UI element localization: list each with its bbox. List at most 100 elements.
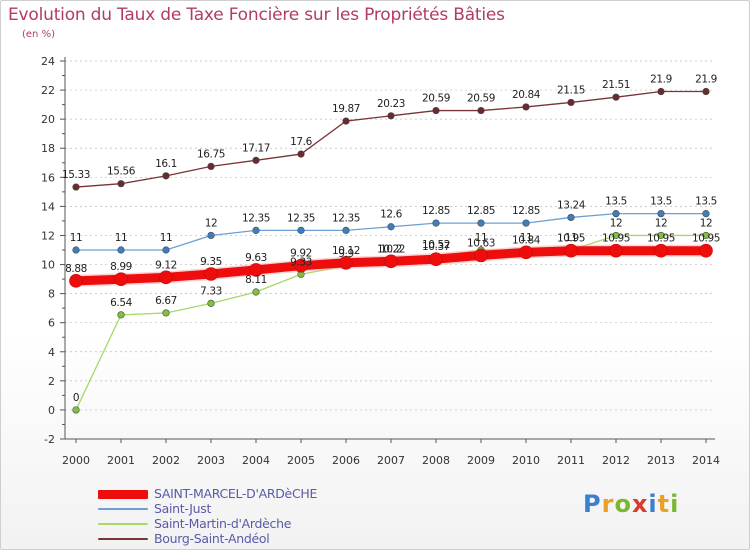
data-label: 9.63 (245, 252, 267, 264)
data-label: 11 (160, 232, 173, 244)
data-label: 20.59 (422, 93, 450, 105)
x-tick-label: 2009 (467, 454, 495, 467)
y-tick-label: 2 (48, 375, 55, 388)
data-label: 10.12 (332, 245, 360, 257)
legend-label: Saint-Just (154, 501, 212, 516)
data-label: 8.88 (65, 263, 87, 275)
data-point (162, 246, 170, 254)
data-point (567, 98, 575, 107)
data-point (609, 243, 623, 258)
data-label: 12.6 (380, 209, 402, 221)
data-point (207, 231, 215, 240)
data-label: 7.33 (200, 285, 222, 297)
data-point (657, 210, 665, 218)
x-tick-label: 2008 (422, 454, 450, 467)
data-point (72, 406, 80, 414)
data-label: 10.22 (377, 243, 405, 255)
data-point (699, 243, 713, 258)
data-label: 9.9 (338, 248, 354, 260)
y-tick-label: 4 (48, 346, 55, 359)
data-label: 11 (520, 232, 533, 244)
data-label: 11 (115, 232, 128, 244)
data-label: 16.75 (197, 148, 225, 160)
y-tick-label: 10 (41, 259, 55, 272)
data-label: 13.5 (695, 196, 717, 208)
data-point (567, 213, 575, 222)
data-point (342, 226, 350, 234)
data-label: 10.95 (692, 233, 720, 245)
data-point (702, 231, 710, 240)
data-label: 12 (655, 217, 668, 229)
data-point (657, 231, 665, 240)
data-point (297, 150, 305, 158)
x-tick-label: 2001 (107, 454, 135, 467)
data-label: 21.9 (650, 74, 672, 86)
data-point (432, 219, 440, 227)
data-label: 20.59 (467, 93, 495, 105)
x-tick-label: 2007 (377, 454, 405, 467)
data-label: 10.95 (647, 233, 675, 245)
data-label: 0 (73, 392, 79, 404)
data-point (204, 267, 218, 281)
logo-letter: o (614, 490, 632, 518)
y-tick-label: 8 (48, 288, 55, 301)
data-point (432, 106, 440, 115)
data-label: 19.87 (332, 103, 360, 115)
legend-swatch (98, 523, 148, 525)
data-point (387, 112, 395, 120)
legend-swatch (98, 538, 148, 540)
y-tick-label: 14 (41, 200, 55, 213)
data-point (477, 219, 485, 227)
y-tick-label: 24 (41, 55, 55, 68)
data-point (72, 246, 80, 254)
data-label: 15.33 (62, 169, 90, 181)
data-point (522, 103, 530, 111)
x-tick-label: 2002 (152, 454, 180, 467)
data-label: 10.95 (602, 233, 630, 245)
data-label: 21.9 (695, 74, 717, 86)
data-point (114, 272, 128, 287)
legend-label: Saint-Martin-d'Ardèche (154, 516, 292, 531)
data-point (294, 258, 308, 273)
y-tick-label: -2 (44, 433, 55, 446)
data-point (117, 180, 125, 188)
data-label: 9.35 (200, 256, 222, 268)
data-label: 12 (205, 217, 218, 229)
legend-label: SAINT-MARCEL-D'ARDèCHE (154, 486, 318, 501)
data-point (249, 263, 263, 277)
data-point (387, 223, 395, 231)
data-label: 17.6 (290, 136, 312, 148)
data-point (72, 183, 80, 191)
data-point (252, 156, 260, 164)
data-point (117, 311, 125, 319)
data-label: 10.63 (467, 237, 495, 249)
data-label: 20.84 (512, 89, 541, 101)
data-point (342, 117, 350, 125)
data-point (69, 274, 83, 288)
logo-letter: t (657, 490, 671, 518)
data-label: 6.67 (155, 295, 177, 307)
legend-swatch (98, 490, 148, 499)
data-point (252, 226, 260, 234)
x-tick-label: 2011 (557, 454, 585, 467)
y-tick-label: 20 (41, 113, 55, 126)
data-label: 21.15 (557, 84, 585, 96)
data-label: 20.23 (377, 98, 405, 110)
data-label: 16.1 (155, 158, 177, 170)
x-tick-label: 2005 (287, 454, 315, 467)
y-tick-label: 0 (48, 404, 55, 417)
data-label: 12.35 (242, 212, 270, 224)
legend-label: Bourg-Saint-Andéol (154, 531, 270, 546)
data-label: 10.95 (557, 233, 585, 245)
logo-letter: x (631, 490, 649, 518)
data-label: 10.52 (422, 239, 450, 251)
data-label: 10.84 (512, 234, 541, 246)
data-label: 12.35 (332, 212, 360, 224)
data-point (162, 309, 170, 317)
y-tick-label: 12 (41, 229, 55, 242)
data-point (162, 172, 170, 180)
legend-swatch (98, 508, 148, 510)
data-label: 11 (70, 232, 83, 244)
data-point (612, 231, 620, 240)
